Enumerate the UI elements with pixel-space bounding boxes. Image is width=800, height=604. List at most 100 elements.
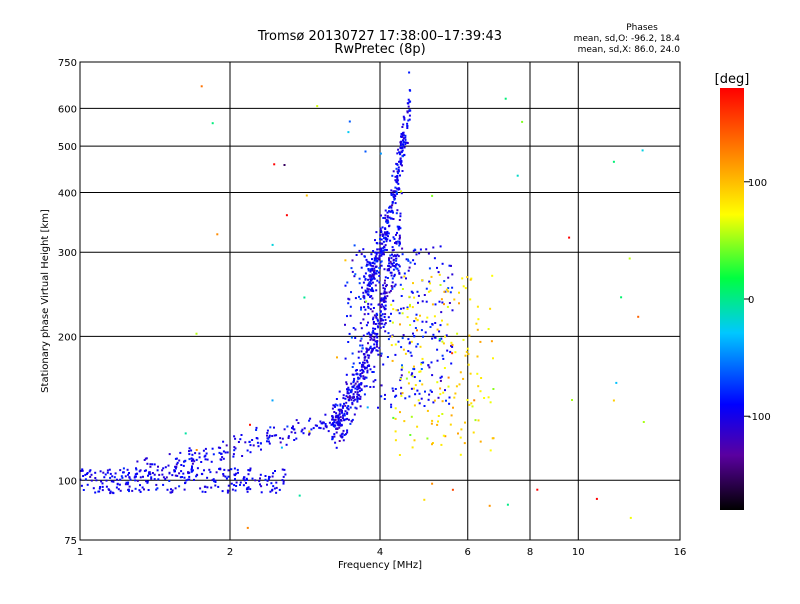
data-point bbox=[374, 255, 377, 258]
data-point bbox=[275, 434, 278, 437]
data-point bbox=[421, 320, 424, 323]
data-point bbox=[386, 216, 389, 219]
data-point bbox=[386, 230, 389, 233]
y-axis-label: Stationary phase Virtual Height [km] bbox=[40, 209, 51, 393]
data-point bbox=[367, 269, 370, 272]
data-point bbox=[390, 274, 393, 277]
data-point bbox=[139, 484, 141, 487]
data-point bbox=[354, 391, 357, 394]
data-point bbox=[100, 480, 103, 483]
data-point bbox=[347, 388, 350, 391]
data-point bbox=[243, 476, 245, 479]
data-point bbox=[328, 421, 331, 424]
data-point bbox=[429, 282, 431, 285]
data-point bbox=[138, 470, 141, 473]
data-point bbox=[412, 367, 415, 370]
data-point bbox=[415, 345, 418, 348]
data-point bbox=[281, 468, 284, 471]
data-point bbox=[202, 449, 205, 452]
data-point bbox=[233, 435, 236, 438]
data-point bbox=[351, 418, 354, 421]
data-point bbox=[380, 395, 383, 398]
data-point bbox=[342, 429, 345, 432]
data-point bbox=[390, 285, 393, 287]
data-point bbox=[366, 332, 369, 335]
data-point bbox=[373, 262, 376, 265]
data-point bbox=[271, 475, 274, 478]
data-point bbox=[395, 267, 398, 270]
data-point bbox=[342, 397, 345, 400]
data-point bbox=[401, 164, 403, 167]
data-point bbox=[171, 491, 174, 494]
plot-frame bbox=[79, 61, 681, 541]
data-point bbox=[161, 473, 164, 476]
data-point bbox=[234, 489, 237, 492]
data-point bbox=[387, 235, 389, 238]
data-point bbox=[200, 461, 203, 463]
data-point bbox=[461, 277, 464, 280]
data-point bbox=[402, 134, 405, 137]
data-point bbox=[379, 152, 382, 155]
data-point bbox=[399, 142, 402, 145]
data-point bbox=[384, 300, 387, 303]
data-point bbox=[400, 394, 403, 397]
data-point bbox=[404, 136, 407, 139]
data-point bbox=[407, 382, 410, 385]
data-point bbox=[374, 323, 377, 325]
data-point bbox=[217, 485, 220, 488]
data-point bbox=[156, 487, 159, 490]
data-point bbox=[174, 487, 177, 490]
data-point bbox=[439, 379, 442, 382]
data-point bbox=[390, 344, 393, 347]
data-point bbox=[355, 407, 358, 410]
data-point bbox=[391, 202, 394, 205]
data-point bbox=[381, 226, 384, 229]
data-point bbox=[426, 437, 429, 440]
data-point bbox=[423, 294, 426, 296]
data-point bbox=[110, 480, 113, 483]
data-point bbox=[378, 346, 381, 349]
data-point bbox=[94, 471, 97, 474]
data-point bbox=[385, 237, 388, 240]
data-point bbox=[401, 149, 404, 152]
data-point bbox=[213, 480, 215, 483]
data-point bbox=[402, 139, 404, 142]
data-point bbox=[364, 289, 367, 292]
data-point bbox=[377, 322, 380, 325]
data-point bbox=[399, 215, 402, 218]
data-point bbox=[376, 336, 379, 339]
data-point bbox=[491, 274, 494, 277]
data-point bbox=[157, 465, 159, 468]
data-point bbox=[135, 467, 137, 470]
data-point bbox=[396, 253, 399, 256]
data-point bbox=[404, 397, 407, 400]
data-point bbox=[454, 392, 457, 395]
data-point bbox=[392, 190, 395, 193]
data-point bbox=[396, 231, 398, 234]
data-point bbox=[246, 478, 248, 481]
data-point bbox=[259, 477, 261, 480]
data-point bbox=[453, 298, 456, 301]
data-point bbox=[266, 432, 269, 434]
y-tick-label: 200 bbox=[58, 332, 77, 343]
data-point bbox=[398, 240, 401, 243]
data-point bbox=[476, 305, 479, 308]
data-point bbox=[399, 236, 401, 239]
data-point bbox=[249, 444, 252, 447]
data-point bbox=[206, 458, 209, 461]
data-point bbox=[214, 481, 217, 483]
data-point bbox=[348, 120, 351, 123]
data-point bbox=[407, 350, 410, 353]
data-point bbox=[392, 255, 395, 258]
data-point bbox=[427, 252, 430, 255]
data-point bbox=[487, 328, 490, 330]
data-point bbox=[449, 291, 452, 294]
data-point bbox=[397, 182, 400, 185]
data-point bbox=[416, 329, 418, 332]
data-point bbox=[438, 300, 441, 303]
data-point bbox=[221, 490, 224, 493]
data-point bbox=[411, 375, 414, 378]
data-point bbox=[469, 298, 472, 301]
data-point bbox=[444, 389, 446, 392]
data-point bbox=[431, 419, 434, 422]
